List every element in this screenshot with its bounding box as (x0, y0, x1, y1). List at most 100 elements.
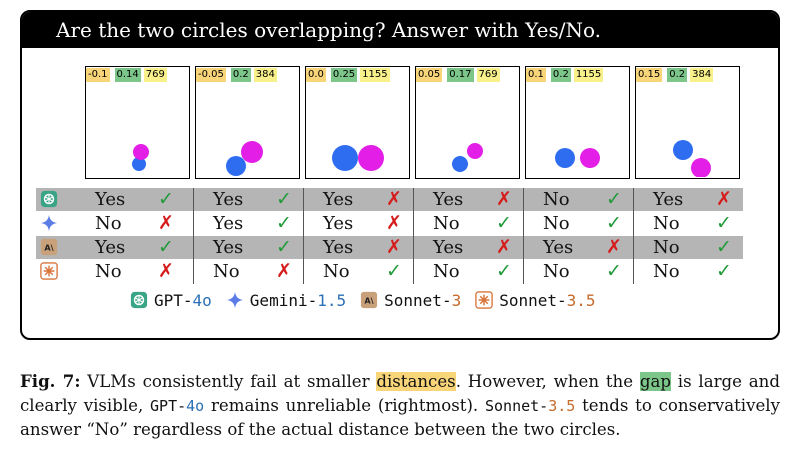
distance-chip: 0.05 (416, 68, 443, 82)
legend-model-icon (475, 291, 493, 309)
legend-item: GPT- 4o (130, 291, 212, 310)
answer-text: Yes (95, 189, 126, 210)
answer-text: No (95, 213, 122, 234)
resolution-chip: 769 (476, 68, 500, 82)
caption-text-2: . However, when the (455, 372, 640, 391)
answer-text: Yes (323, 213, 354, 234)
stimulus-panel: 0.15 0.2 384 (635, 66, 740, 179)
panel-stats-bar: -0.05 0.2 384 (196, 67, 299, 85)
cross-mark-icon: ✗ (386, 212, 402, 234)
answer-text: No (653, 213, 680, 234)
cross-mark-icon: ✗ (386, 236, 402, 258)
blue-circle (132, 157, 146, 171)
answer-text: No (543, 189, 570, 210)
distance-chip: -0.05 (196, 68, 226, 82)
circles-canvas (452, 143, 483, 172)
blue-circle (332, 145, 358, 171)
caption-gap-highlight: gap (639, 372, 671, 391)
check-mark-icon: ✓ (386, 260, 402, 282)
legend-model-icon (226, 291, 244, 309)
panel-stats-bar: 0.15 0.2 384 (636, 67, 739, 85)
legend-model-version: 1.5 (317, 290, 347, 310)
svg-text:A\: A\ (44, 243, 53, 253)
caption-sonnet-name: Sonnet- (484, 397, 549, 415)
column-divider (633, 188, 634, 284)
panel-stats-bar: -0.1 0.14 769 (86, 67, 189, 85)
stimulus-panel: 0.1 0.2 1155 (525, 66, 630, 179)
legend-model-name: Sonnet- (384, 290, 452, 310)
resolution-chip: 384 (253, 68, 277, 82)
circles-canvas (332, 145, 384, 171)
question-header: Are the two circles overlapping? Answer … (22, 12, 778, 48)
cross-mark-icon: ✗ (496, 236, 512, 258)
gemini-icon (40, 214, 58, 232)
caption-text-5: tends to conservatively answer “No” rega… (20, 396, 780, 439)
cross-mark-icon: ✗ (716, 188, 732, 210)
column-divider (193, 188, 194, 284)
blue-circle (555, 148, 575, 168)
legend-model-name: Gemini- (249, 290, 318, 310)
answer-text: Yes (323, 189, 354, 210)
result-row: No ✗ No ✗ No ✓ No ✓ No ✓ No ✓ (36, 260, 743, 283)
cross-mark-icon: ✗ (496, 188, 512, 210)
answer-text: Yes (213, 213, 244, 234)
answer-text: No (433, 261, 460, 282)
answer-text: Yes (323, 237, 354, 258)
circles-canvas (555, 148, 600, 168)
check-mark-icon: ✓ (606, 188, 622, 210)
caption-text-1: VLMs consistently fail at smaller (80, 372, 377, 391)
check-mark-icon: ✓ (716, 212, 732, 234)
check-mark-icon: ✓ (276, 236, 292, 258)
row-model-icon (40, 214, 58, 232)
answer-text: No (653, 261, 680, 282)
sonnet-icon: A\ (361, 291, 378, 309)
answer-text: Yes (543, 237, 574, 258)
cross-mark-icon: ✗ (606, 236, 622, 258)
stimulus-panel: -0.05 0.2 384 (195, 66, 300, 179)
cross-mark-icon: ✗ (158, 212, 174, 234)
caption-label: Fig. 7: (20, 371, 81, 391)
caption-gpt-version: 4o (186, 397, 205, 415)
blue-circle (226, 156, 246, 176)
legend-model-icon: A\ (360, 291, 378, 309)
check-mark-icon: ✓ (276, 212, 292, 234)
panel-stats-bar: 0.05 0.17 769 (416, 67, 519, 85)
check-mark-icon: ✓ (276, 188, 292, 210)
answer-text: No (323, 261, 350, 282)
answer-text: Yes (433, 237, 464, 258)
magenta-circle (358, 145, 384, 171)
cross-mark-icon: ✗ (276, 260, 292, 282)
answer-text: No (95, 261, 122, 282)
magenta-circle (133, 144, 149, 160)
check-mark-icon: ✓ (496, 260, 512, 282)
figure-caption: Fig. 7: VLMs consistently fail at smalle… (20, 369, 780, 442)
column-divider (303, 188, 304, 284)
caption-gpt-name: GPT- (150, 397, 187, 415)
sonnet-35-icon (40, 262, 58, 280)
legend-model-icon (130, 291, 148, 309)
caption-text-4: remains unreliable (rightmost). (204, 396, 485, 415)
answer-text: No (543, 261, 570, 282)
resolution-chip: 1155 (573, 68, 604, 82)
gpt-icon (130, 291, 148, 309)
panel-stats-bar: 0.1 0.2 1155 (526, 67, 629, 85)
answer-text: Yes (213, 189, 244, 210)
caption-sonnet-version: 3.5 (548, 397, 576, 415)
legend-model-version: 3.5 (566, 290, 596, 310)
gap-chip: 0.2 (550, 68, 571, 82)
resolution-chip: 769 (143, 68, 167, 82)
distance-chip: 0.0 (306, 68, 326, 82)
blue-circle (673, 140, 693, 160)
answer-text: Yes (653, 189, 684, 210)
gap-chip: 0.25 (330, 68, 358, 82)
magenta-circle (691, 158, 711, 177)
answer-text: No (543, 213, 570, 234)
caption-text-3: is large and clearly visible, (20, 372, 780, 415)
legend-model-version: 3 (451, 290, 462, 310)
circles-canvas (673, 140, 711, 177)
cross-mark-icon: ✗ (386, 188, 402, 210)
answer-text: Yes (433, 189, 464, 210)
sonnet-35-icon (475, 291, 493, 309)
result-row: Yes ✓ Yes ✓ Yes ✗ Yes ✗ No ✓ Yes ✗ (36, 188, 743, 211)
result-row: A\ Yes ✓ Yes ✓ Yes ✗ Yes ✗ Yes ✗ No ✓ (36, 236, 743, 259)
